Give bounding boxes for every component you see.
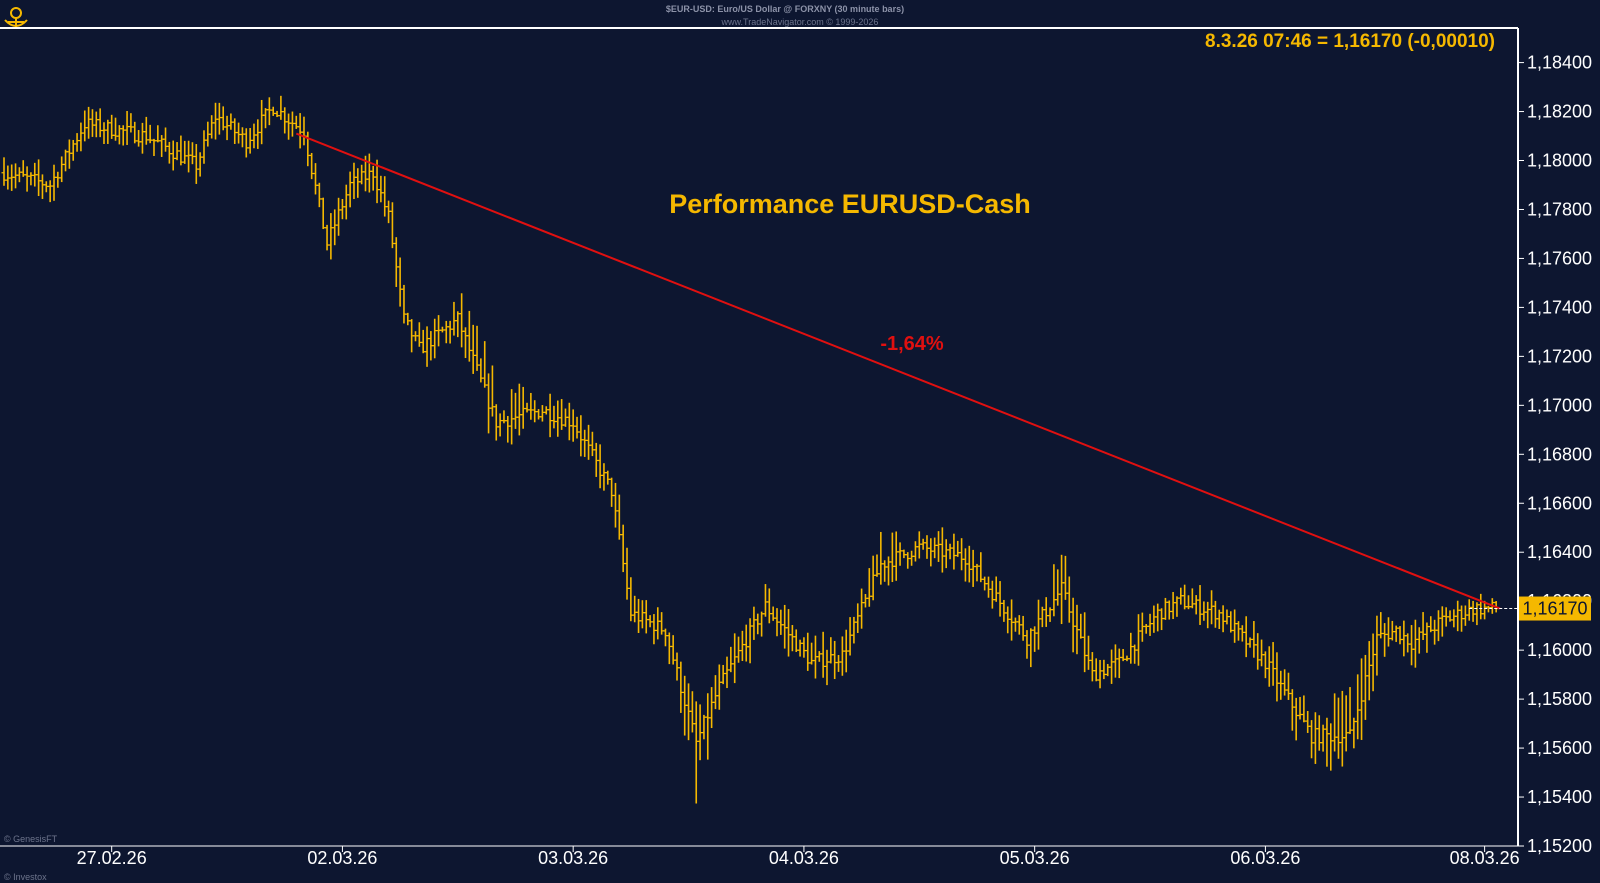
y-tick-label: 1,16600: [1527, 493, 1592, 513]
chart-copyright: www.TradeNavigator.com © 1999-2026: [721, 17, 879, 27]
y-tick-label: 1,15800: [1527, 689, 1592, 709]
y-tick-label: 1,15600: [1527, 738, 1592, 758]
y-tick-label: 1,17200: [1527, 346, 1592, 366]
y-tick-label: 1,17000: [1527, 395, 1592, 415]
y-tick-label: 1,18000: [1527, 151, 1592, 171]
y-tick-label: 1,15200: [1527, 836, 1592, 856]
performance-trendline: [295, 132, 1501, 610]
y-tick-label: 1,17800: [1527, 199, 1592, 219]
x-tick-label: 08.03.26: [1450, 848, 1520, 868]
last-quote-readout: 8.3.26 07:46 = 1,16170 (-0,00010): [1205, 31, 1495, 52]
x-tick-label: 03.03.26: [538, 848, 608, 868]
y-tick-label: 1,15400: [1527, 787, 1592, 807]
x-tick-label: 02.03.26: [307, 848, 377, 868]
svg-text:1,16170: 1,16170: [1522, 599, 1587, 619]
genesis-watermark: © GenesisFT: [4, 834, 58, 844]
chart-title: Performance EURUSD-Cash: [669, 189, 1031, 219]
last-price-badge: 1,16170: [1519, 596, 1591, 621]
y-tick-label: 1,17600: [1527, 248, 1592, 268]
investox-watermark: © Investox: [4, 872, 47, 882]
y-tick-label: 1,16800: [1527, 444, 1592, 464]
y-tick-label: 1,17400: [1527, 297, 1592, 317]
y-tick-label: 1,16400: [1527, 542, 1592, 562]
chart-header-title: $EUR-USD: Euro/US Dollar @ FORXNY (30 mi…: [666, 4, 904, 14]
performance-annotation: -1,64%: [880, 333, 944, 355]
x-axis: 27.02.26 02.03.26 03.03.26 04.03.26 05.03.26…: [77, 846, 1520, 868]
y-tick-label: 1,16000: [1527, 640, 1592, 660]
x-tick-label: 06.03.26: [1230, 848, 1300, 868]
logo-icon: [4, 7, 28, 27]
ohlc-bars: [1, 95, 1499, 804]
y-tick-label: 1,18200: [1527, 102, 1592, 122]
x-tick-label: 27.02.26: [77, 848, 147, 868]
x-tick-label: 04.03.26: [769, 848, 839, 868]
x-tick-label: 05.03.26: [1000, 848, 1070, 868]
y-tick-label: 1,18400: [1527, 53, 1592, 73]
